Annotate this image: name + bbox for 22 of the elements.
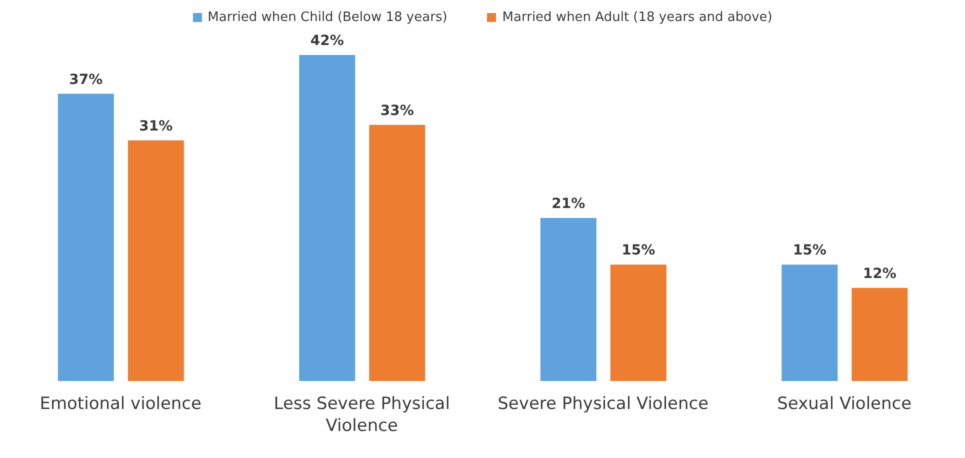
data-label: 42%: [310, 33, 344, 49]
legend-label: Married when Child (Below 18 years): [206, 10, 448, 25]
bar: [782, 264, 838, 381]
bar: [369, 124, 426, 381]
legend-label: Married when Adult (18 years and above): [501, 10, 772, 25]
bar: [58, 94, 114, 381]
bar: [852, 288, 908, 381]
x-tick-label: Emotional violence: [40, 394, 202, 414]
data-label: 21%: [552, 196, 586, 212]
bar: [540, 218, 596, 381]
data-label: 15%: [622, 242, 656, 259]
bar: [610, 264, 666, 381]
x-tick-label: Less Severe Physical Violence: [274, 394, 450, 436]
data-label: 31%: [139, 118, 173, 134]
data-label: 12%: [862, 266, 896, 282]
x-tick-label: Sexual Violence: [777, 394, 912, 414]
data-label: 37%: [69, 72, 103, 88]
data-label: 33%: [380, 102, 414, 119]
x-tick-label: Severe Physical Violence: [498, 394, 709, 414]
bar: [128, 140, 184, 381]
bar: [299, 55, 356, 381]
data-label: 15%: [792, 242, 826, 259]
